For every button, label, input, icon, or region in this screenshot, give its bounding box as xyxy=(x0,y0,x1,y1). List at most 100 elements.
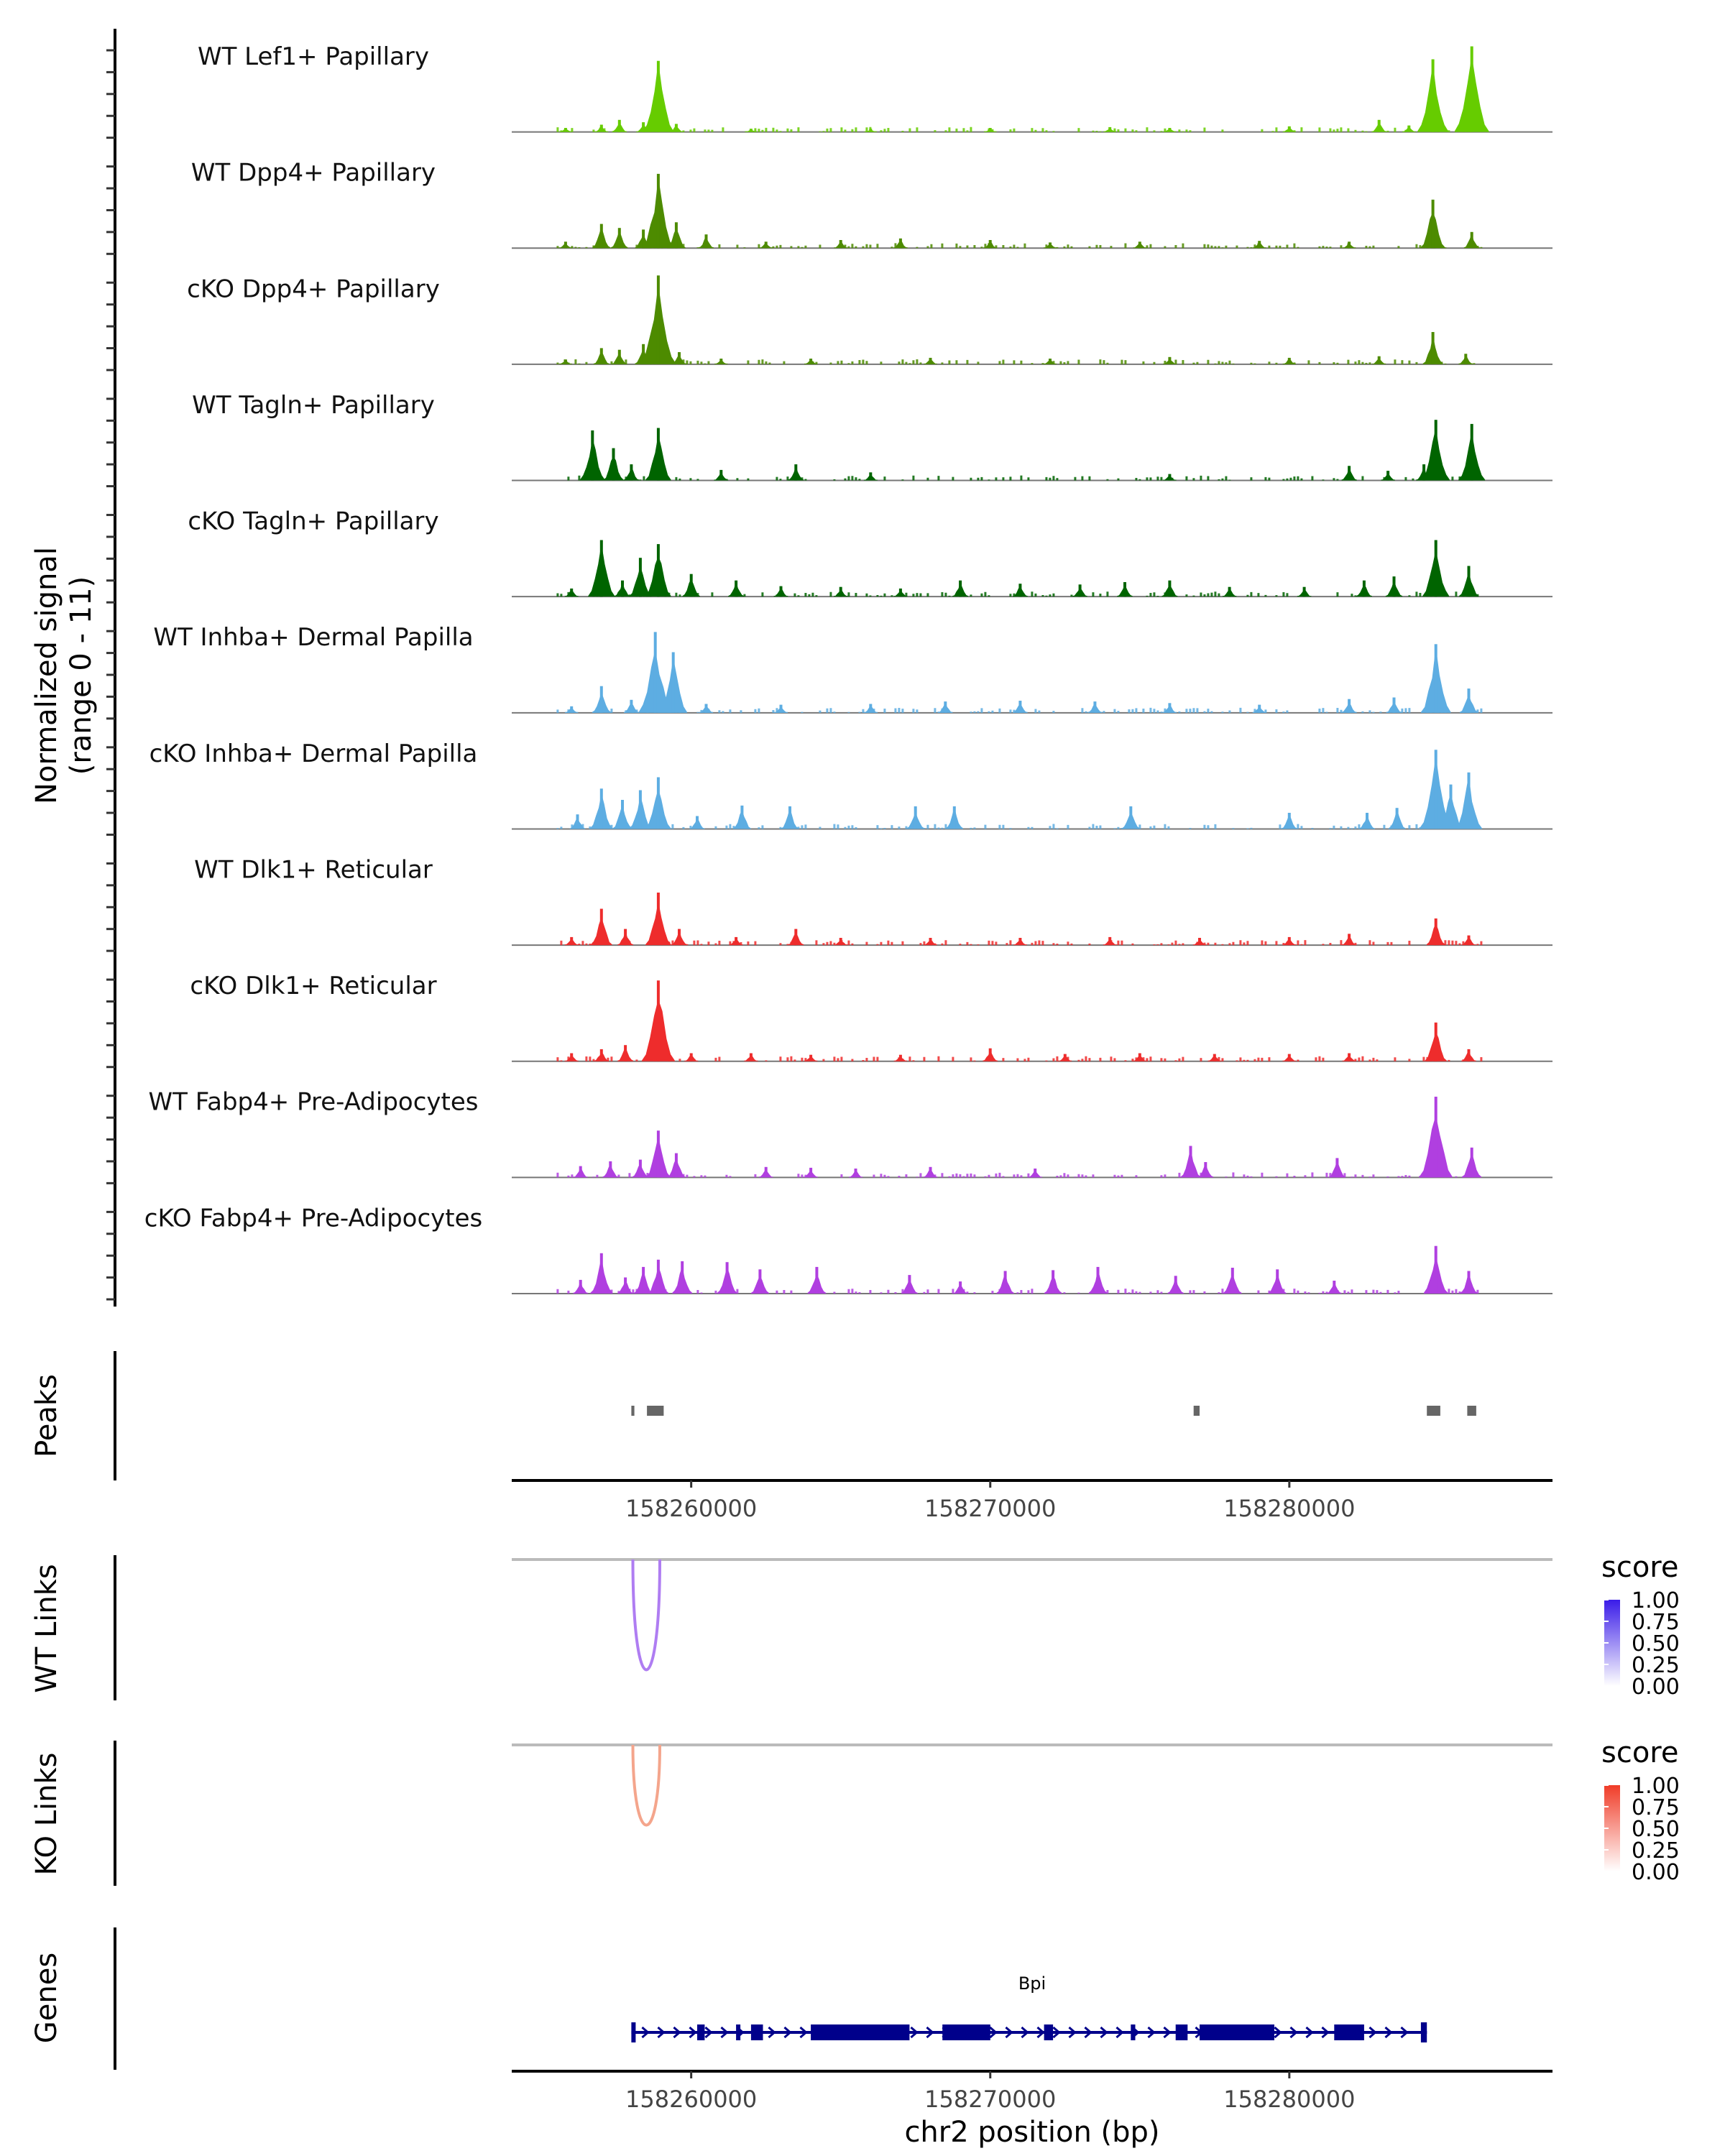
signal-peak-spike xyxy=(570,1053,574,1061)
signal-peak-spike xyxy=(1333,1281,1336,1294)
signal-peak-spike xyxy=(624,929,627,946)
genes-label: Genes xyxy=(30,1953,63,2043)
legend-tick-label: 0.75 xyxy=(1632,1610,1680,1635)
signal-peak-spike xyxy=(599,1049,603,1061)
signal-peak-spike xyxy=(764,241,768,249)
signal-peak-spike xyxy=(1123,582,1126,597)
track-label: cKO Fabp4+ Pre-Adipocytes xyxy=(144,1204,483,1233)
signal-peak-spike xyxy=(1258,704,1261,713)
signal-peak-spike xyxy=(1168,356,1172,364)
signal-peak-spike xyxy=(869,704,873,713)
peak-region xyxy=(1467,1406,1476,1416)
strand-arrow xyxy=(1036,2026,1045,2039)
signal-peak-spike xyxy=(952,806,956,829)
signal-peak-spike xyxy=(1348,1053,1351,1061)
signal-peak-spike xyxy=(1407,125,1411,132)
strand-arrow xyxy=(989,2026,998,2039)
signal-peak-spike xyxy=(794,464,798,481)
x-tick-label: 158270000 xyxy=(924,2086,1056,2113)
signal-peak-spike xyxy=(1287,1054,1291,1061)
signal-peak-spike xyxy=(1422,464,1426,481)
signal-peak-spike xyxy=(621,580,624,597)
links-track: WT Links score 1.000.750.500.250.00 xyxy=(30,1551,1680,1700)
signal-peak-spike xyxy=(1434,644,1438,713)
strand-arrow xyxy=(720,2026,729,2039)
signal-tracks: WT Lef1+ Papillary WT Dpp4+ Papillary cKO … xyxy=(144,42,1552,1294)
signal-peak-spike xyxy=(809,1054,813,1061)
strand-arrow xyxy=(1321,2026,1330,2039)
signal-peak-spike xyxy=(599,1253,603,1294)
track-noise xyxy=(556,1056,1483,1061)
x-tick-label: 158280000 xyxy=(1223,2086,1355,2113)
strand-arrow xyxy=(1400,2026,1409,2039)
signal-peak-spike xyxy=(599,788,603,829)
signal-track: WT Fabp4+ Pre-Adipocytes xyxy=(149,1088,1552,1179)
signal-peak-spike xyxy=(564,128,567,132)
signal-peak-spike xyxy=(908,1275,911,1294)
signal-peak-spike xyxy=(1108,936,1112,946)
signal-peak-spike xyxy=(642,229,645,249)
track-label: cKO Dlk1+ Reticular xyxy=(190,972,436,1000)
signal-peak-spike xyxy=(988,128,992,132)
signal-peak-spike xyxy=(839,938,842,946)
links-label: WT Links xyxy=(30,1564,63,1692)
strand-arrow xyxy=(783,2026,792,2039)
signal-peak-spike xyxy=(1362,580,1366,597)
signal-peak-spike xyxy=(656,60,660,132)
signal-peak-spike xyxy=(642,344,645,364)
signal-peak-spike xyxy=(704,234,708,249)
signal-peak-spike xyxy=(624,1277,627,1294)
strand-arrow xyxy=(1052,2026,1061,2039)
signal-peak-spike xyxy=(749,129,753,132)
signal-peak-spike xyxy=(1335,1158,1339,1178)
strand-arrow xyxy=(910,2026,919,2039)
gene-exon xyxy=(1044,2024,1054,2040)
signal-track: WT Lef1+ Papillary xyxy=(198,42,1552,133)
signal-peak-spike xyxy=(1449,784,1453,829)
signal-peak-spike xyxy=(642,1266,645,1294)
track-label: WT Dpp4+ Papillary xyxy=(191,159,436,188)
signal-peak-spike xyxy=(564,241,567,249)
signal-peak-spike xyxy=(929,357,932,364)
signal-peak-spike xyxy=(1168,703,1172,713)
gene-exon xyxy=(1200,2024,1274,2040)
legend-title: score xyxy=(1601,1551,1678,1584)
links-legend: score 1.000.750.500.250.00 xyxy=(1601,1551,1680,1700)
signal-peak-spike xyxy=(1018,701,1022,713)
signal-peak-spike xyxy=(929,1166,932,1178)
gene-exon xyxy=(631,2022,636,2042)
signal-peak-spike xyxy=(788,806,791,829)
strand-arrow xyxy=(1116,2026,1124,2039)
signal-peak-spike xyxy=(1198,938,1201,946)
peak-region xyxy=(647,1406,664,1416)
signal-peak-spike xyxy=(579,1279,582,1294)
signal-peak-spike xyxy=(779,586,783,597)
peak-region xyxy=(1193,1406,1200,1416)
signal-track: cKO Dpp4+ Papillary xyxy=(187,275,1552,365)
signal-peak-spike xyxy=(1258,241,1261,249)
signal-peak-spike xyxy=(674,1153,678,1178)
signal-peak-spike xyxy=(591,430,594,481)
strand-arrow xyxy=(1005,2026,1013,2039)
signal-peak-spike xyxy=(1392,576,1396,597)
strand-arrow xyxy=(1368,2026,1377,2039)
strand-arrow xyxy=(1084,2026,1092,2039)
gene-exon xyxy=(697,2024,705,2040)
legend-tick-label: 1.00 xyxy=(1632,1588,1680,1613)
signal-peak-spike xyxy=(1467,1271,1471,1294)
signal-track: WT Inhba+ Dermal Papilla xyxy=(153,623,1552,714)
signal-peak-spike xyxy=(1287,357,1291,364)
strand-arrow xyxy=(704,2026,713,2039)
strand-arrow xyxy=(1274,2026,1282,2039)
signal-peak-spike xyxy=(764,1166,768,1178)
track-noise xyxy=(556,1289,1479,1294)
signal-peak-spike xyxy=(624,1045,627,1061)
signal-peak-spike xyxy=(642,122,645,132)
signal-track: cKO Fabp4+ Pre-Adipocytes xyxy=(144,1204,1552,1294)
signal-peak-spike xyxy=(1348,241,1351,249)
signal-peak-spike xyxy=(1093,701,1097,713)
signal-peak-spike xyxy=(617,349,621,364)
signal-peak-spike xyxy=(1392,697,1396,713)
legend-title: score xyxy=(1601,1736,1678,1769)
